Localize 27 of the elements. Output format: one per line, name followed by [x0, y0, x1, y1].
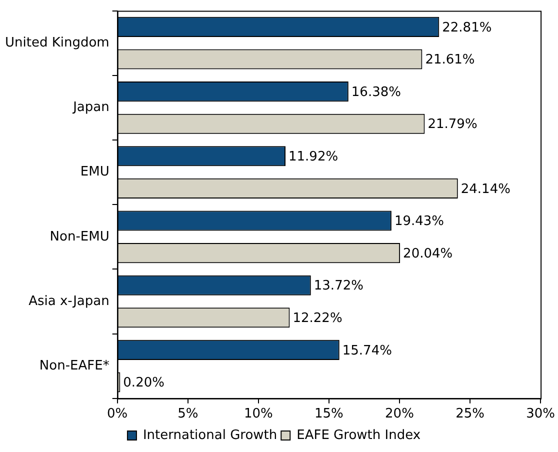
x-tick-label: 5%: [178, 406, 198, 422]
data-label: 0.20%: [123, 376, 164, 391]
data-label: 22.81%: [442, 20, 492, 36]
y-tick-label: EMU: [80, 164, 110, 180]
legend-label: EAFE Growth Index: [296, 428, 421, 443]
data-label: 20.04%: [403, 246, 453, 262]
y-tick-label: Non-EMU: [50, 229, 110, 244]
data-label: 15.74%: [342, 343, 392, 358]
data-label: 21.61%: [425, 52, 475, 68]
legend-label: International Growth: [142, 428, 278, 443]
data-label: 13.72%: [314, 278, 364, 294]
data-label: 19.43%: [394, 214, 444, 230]
y-tick-label: United Kingdom: [5, 35, 110, 50]
x-tick-label: 10%: [244, 406, 273, 422]
x-tick-label: 30%: [526, 406, 556, 422]
data-label: 21.79%: [428, 117, 478, 132]
x-tick-label: 15%: [314, 406, 344, 422]
data-label: 24.14%: [460, 182, 510, 197]
y-tick-label: Non-EAFE*: [39, 358, 110, 374]
x-tick-label: 25%: [456, 406, 484, 422]
data-label: 11.92%: [288, 150, 338, 165]
data-label: 12.22%: [292, 311, 342, 326]
y-tick-label: Japan: [72, 100, 110, 116]
x-tick-label: 0%: [107, 406, 128, 422]
x-tick-label: 20%: [385, 406, 414, 422]
y-tick-label: Asia x-Japan: [28, 294, 110, 309]
data-label: 16.38%: [351, 84, 401, 100]
